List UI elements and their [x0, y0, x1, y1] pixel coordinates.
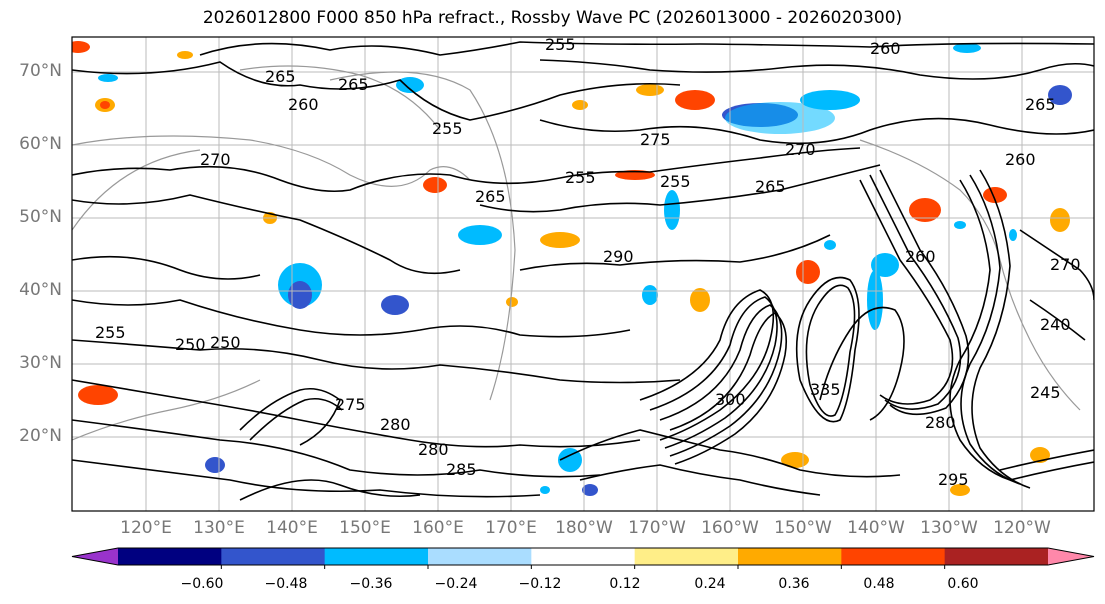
contour-label: 260: [870, 39, 901, 58]
colorbar-segment: [428, 548, 532, 565]
colorbar-tick-label: 0.60: [947, 576, 979, 592]
contour-label: 280: [418, 440, 449, 459]
lon-label: 150°W: [774, 518, 832, 538]
contour-label: 275: [335, 395, 366, 414]
coastlines: [72, 65, 1081, 441]
map-border: [71, 36, 1095, 512]
colorbar-segment: [221, 548, 326, 565]
lat-label: 30°N: [19, 353, 62, 373]
contour-label: 265: [265, 67, 296, 86]
lon-label: 120°W: [993, 518, 1051, 538]
contour-label: 250: [210, 333, 241, 352]
contour-label: 300: [715, 390, 746, 409]
contour-label: 260: [905, 247, 936, 266]
contour-label: 295: [938, 470, 969, 489]
contour-label: 240: [1040, 315, 1071, 334]
contour-label: 265: [475, 187, 506, 206]
colorbar-segment: [118, 548, 222, 565]
lat-label: 40°N: [19, 280, 62, 300]
lon-label: 140°W: [847, 518, 905, 538]
map-grid: [72, 37, 1094, 511]
lon-label: 160°W: [701, 518, 759, 538]
lat-label: 50°N: [19, 207, 62, 227]
lon-label: 130°E: [193, 518, 245, 538]
contour-label: 255: [432, 119, 463, 138]
colorbar-tick-label: −0.36: [349, 576, 393, 592]
contour-label: 280: [925, 413, 956, 432]
contour-label: 255: [660, 172, 691, 191]
anomaly-shading: [72, 41, 1072, 496]
colorbar-tick-label: 0.24: [694, 576, 726, 592]
colorbar-tick-label: −0.12: [518, 576, 562, 592]
lon-label: 170°W: [628, 518, 686, 538]
contour-label: 285: [446, 460, 477, 479]
colorbar-tick-label: −0.24: [434, 576, 478, 592]
colorbar-outline: [71, 547, 1095, 566]
colorbar-tick-label: −0.60: [180, 576, 224, 592]
lon-label: 180°W: [555, 518, 613, 538]
colorbar-segment: [944, 548, 1049, 565]
lat-label: 20°N: [19, 426, 62, 446]
contour-label: 280: [380, 415, 411, 434]
contour-label: 270: [1050, 255, 1081, 274]
lon-label: 120°E: [120, 518, 172, 538]
contour-label: 265: [755, 177, 786, 196]
contour-label: 260: [1005, 150, 1036, 169]
contour-label: 275: [640, 130, 671, 149]
lat-label: 60°N: [19, 134, 62, 154]
lon-label: 140°E: [266, 518, 318, 538]
colorbar-tick-label: 0.12: [609, 576, 641, 592]
lon-label: 130°W: [920, 518, 978, 538]
contour-label: 255: [545, 35, 576, 54]
lon-label: 150°E: [339, 518, 391, 538]
contour-label: 270: [785, 140, 816, 159]
colorbar: [71, 547, 1095, 569]
colorbar-tick-label: −0.48: [264, 576, 308, 592]
contour-label: 250: [175, 335, 206, 354]
colorbar-extend-min: [72, 548, 118, 565]
colorbar-segment: [324, 548, 429, 565]
map-title: 2026012800 F000 850 hPa refract., Rossby…: [202, 8, 903, 28]
colorbar-extend-max: [1048, 548, 1094, 565]
contour-lines: [72, 41, 1094, 501]
contour-label-group: 255 260 265 260 265 255 270 275 255 255 …: [95, 35, 1081, 489]
colorbar-tick-label: 0.48: [863, 576, 895, 592]
lon-label: 160°E: [412, 518, 464, 538]
contour-label: 255: [565, 168, 596, 187]
contour-label: 335: [810, 380, 841, 399]
colorbar-tick-label: 0.36: [778, 576, 810, 592]
colorbar-segment: [738, 548, 842, 565]
contour-label: 265: [1025, 95, 1056, 114]
colorbar-segment: [531, 548, 636, 565]
contour-label: 245: [1030, 383, 1061, 402]
contour-label: 290: [603, 247, 634, 266]
lon-label: 170°E: [485, 518, 537, 538]
contour-label: 260: [288, 95, 319, 114]
lat-label: 70°N: [19, 61, 62, 81]
colorbar-segment: [841, 548, 946, 565]
contour-label: 255: [95, 323, 126, 342]
colorbar-segment: [634, 548, 739, 565]
contour-label: 265: [338, 75, 369, 94]
contour-label: 270: [200, 150, 231, 169]
